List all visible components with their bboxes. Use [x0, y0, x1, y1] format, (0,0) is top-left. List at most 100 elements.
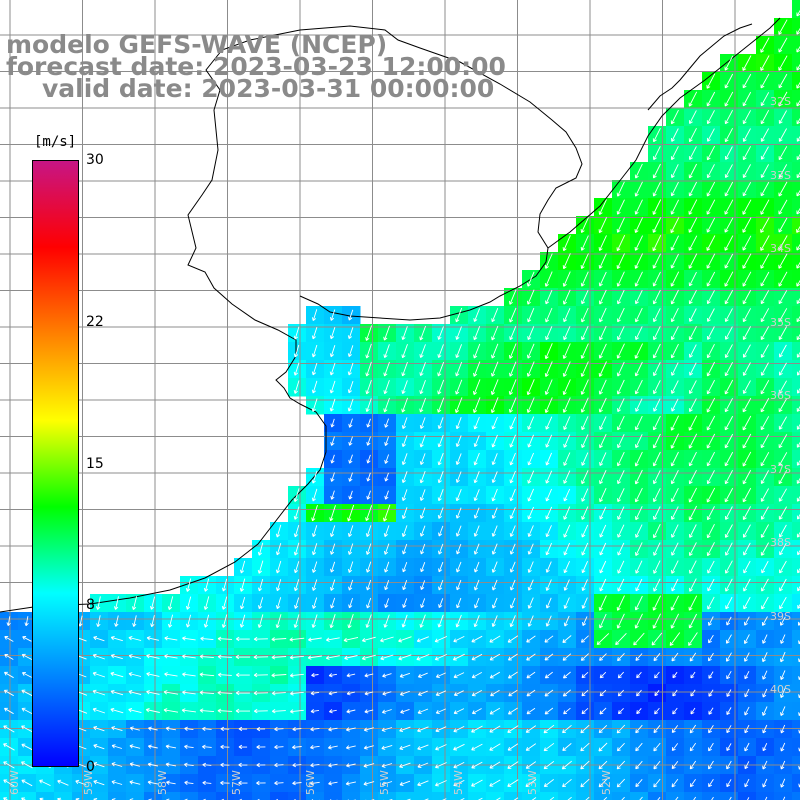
wind-arrow: [365, 543, 372, 555]
wind-arrow: [311, 398, 318, 412]
wind-arrow: [543, 779, 554, 788]
wind-arrow: [253, 708, 268, 714]
wind-arrow: [633, 632, 645, 646]
wind-arrow: [292, 726, 302, 732]
wind-arrow: [327, 745, 338, 750]
wind-arrow: [164, 672, 178, 677]
wind-arrow: [778, 128, 787, 142]
wind-cell: [198, 792, 217, 800]
wind-arrow: [435, 726, 447, 733]
wind-arrow: [525, 743, 537, 751]
wind-arrow: [128, 689, 142, 696]
wind-arrow: [473, 615, 480, 628]
wind-arrow: [672, 689, 678, 697]
wind-arrow: [366, 472, 371, 482]
wind-arrow: [110, 671, 124, 678]
wind-arrow: [435, 744, 447, 751]
wind-arrow: [381, 727, 393, 732]
wind-arrow: [311, 561, 318, 573]
wind-arrow: [416, 654, 430, 661]
wind-arrow: [471, 672, 483, 679]
wind-arrow: [670, 326, 679, 341]
wind-arrow: [580, 724, 590, 734]
wind-arrow: [526, 671, 536, 679]
wind-arrow: [491, 416, 498, 430]
wind-arrow: [778, 19, 788, 35]
wind-cell: [792, 270, 800, 289]
wind-arrow: [455, 453, 462, 465]
wind-cell: [342, 792, 361, 800]
wind-arrow: [670, 469, 679, 485]
wind-arrow: [688, 398, 697, 412]
wind-arrow: [128, 635, 142, 641]
wind-arrow: [329, 362, 336, 376]
wind-cell: [72, 792, 91, 800]
wind-arrow: [543, 742, 555, 752]
wind-arrow: [652, 235, 662, 252]
wind-arrow: [438, 525, 444, 537]
wind-arrow: [93, 744, 105, 750]
wind-arrow: [545, 615, 552, 627]
wind-arrow: [635, 560, 643, 574]
wind-arrow: [527, 615, 534, 627]
wind-arrow: [634, 595, 643, 611]
wind-arrow: [290, 709, 304, 714]
wind-arrow: [760, 379, 770, 395]
wind-arrow: [365, 525, 372, 538]
wind-cell: [792, 414, 800, 433]
wind-arrow: [706, 145, 715, 161]
wind-arrow: [562, 379, 571, 395]
wind-arrow: [489, 707, 501, 715]
wind-arrow: [203, 614, 210, 628]
wind-arrow: [562, 653, 572, 661]
wind-arrow: [274, 744, 284, 750]
wind-arrow: [634, 379, 643, 395]
wind-arrow: [706, 397, 716, 413]
wind-arrow: [182, 654, 196, 659]
wind-arrow: [671, 362, 679, 376]
wind-arrow: [762, 743, 768, 752]
wind-arrow: [779, 578, 787, 592]
wind-arrow: [181, 708, 196, 713]
wind-arrow: [761, 560, 769, 574]
wind-arrow: [544, 343, 553, 360]
wind-arrow: [438, 579, 444, 591]
wind-arrow: [744, 724, 750, 734]
wind-arrow: [778, 308, 788, 323]
wind-arrow: [491, 507, 498, 519]
wind-arrow: [599, 560, 607, 574]
coastline: [0, 25, 583, 613]
wind-arrow: [275, 560, 282, 574]
wind-arrow: [599, 434, 607, 449]
wind-arrow: [742, 55, 752, 71]
wind-arrow: [401, 397, 409, 413]
wind-arrow: [545, 470, 553, 484]
wind-arrow: [507, 653, 518, 661]
wind-cell: [792, 288, 800, 307]
wind-arrow: [383, 397, 390, 413]
wind-arrow: [599, 578, 607, 592]
wind-arrow: [365, 561, 372, 573]
wind-arrow: [778, 235, 788, 251]
wind-arrow: [545, 326, 553, 341]
wind-arrow: [688, 271, 697, 287]
wind-arrow: [780, 742, 786, 752]
wind-arrow: [527, 416, 535, 430]
wind-arrow: [780, 724, 786, 734]
wind-arrow: [366, 490, 371, 500]
wind-arrow: [760, 109, 770, 125]
longitude-label: 53W: [526, 770, 539, 795]
wind-arrow: [708, 779, 714, 788]
wind-arrow: [598, 397, 607, 413]
wind-arrow: [761, 596, 769, 610]
wind-arrow: [399, 762, 411, 769]
wind-arrow: [435, 780, 447, 787]
wind-arrow: [364, 709, 374, 714]
wind-arrow: [706, 326, 715, 340]
wind-arrow: [455, 417, 462, 430]
wind-arrow: [473, 435, 480, 448]
wind-arrow: [452, 653, 465, 661]
wind-arrow: [724, 127, 733, 143]
wind-arrow: [580, 217, 589, 233]
wind-arrow: [760, 308, 770, 323]
